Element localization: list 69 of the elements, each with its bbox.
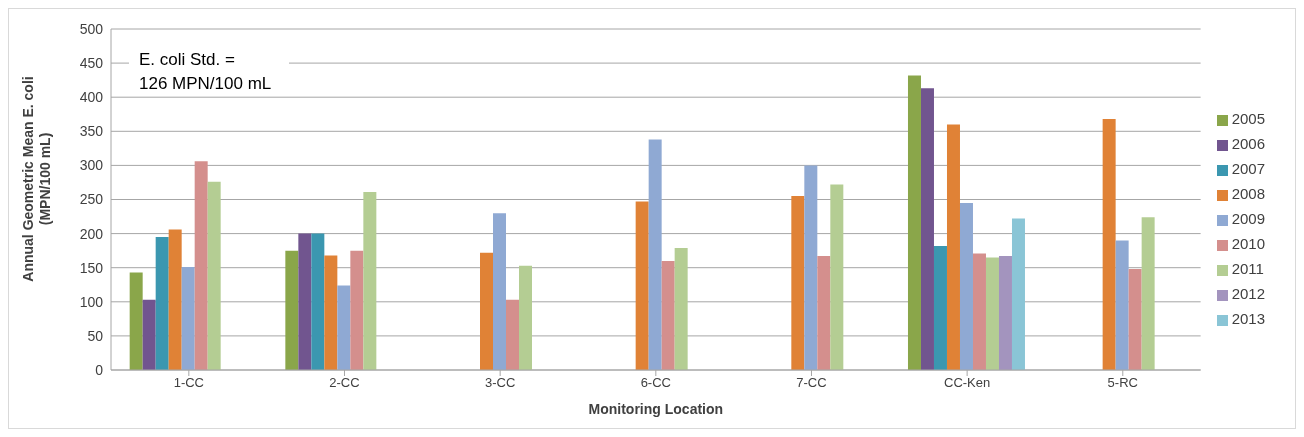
bar [933, 245, 947, 370]
x-tick-label: 5-RC [1107, 375, 1138, 391]
bar [194, 161, 208, 370]
legend-label: 2011 [1231, 260, 1264, 277]
legend-label: 2007 [1231, 160, 1265, 177]
annotation: E. coli Std. = 126 MPN/100 mL [139, 50, 272, 93]
bar [337, 285, 351, 370]
y-tick-label: 200 [79, 225, 104, 242]
bar [920, 88, 934, 370]
bar [804, 165, 818, 370]
bar [298, 233, 312, 370]
bar [1141, 217, 1155, 370]
bar [363, 192, 377, 370]
bar [155, 237, 169, 370]
x-tick-label: 7-CC [796, 375, 827, 391]
legend-label: 2012 [1231, 285, 1265, 302]
y-tick-label: 50 [87, 327, 104, 344]
bar [817, 256, 831, 370]
x-tick-label: 2-CC [329, 375, 360, 391]
x-axis-title: Monitoring Location [588, 401, 724, 417]
y-tick-label: 0 [95, 361, 104, 378]
y-tick-label: 250 [79, 191, 104, 208]
bar [480, 252, 493, 370]
bar [168, 229, 182, 370]
y-tick-label: 350 [79, 123, 104, 140]
bar [1102, 119, 1116, 370]
y-axis-title: Annual Geometric Mean E. coli (MPN/100 mL) [20, 76, 53, 282]
y-tick-label: 150 [79, 259, 104, 276]
bar [985, 257, 999, 370]
bar [998, 256, 1012, 370]
bar [1011, 218, 1025, 370]
bar [791, 196, 805, 370]
bar [946, 124, 960, 370]
bar [648, 139, 662, 370]
bar [129, 272, 143, 370]
legend-label: 2008 [1231, 185, 1265, 202]
bar [324, 255, 338, 370]
x-tick-label: 3-CC [484, 375, 516, 391]
legend-label: 2013 [1231, 310, 1265, 327]
bar [674, 247, 688, 370]
bar [1128, 269, 1142, 370]
x-tick-label: 1-CC [173, 375, 204, 391]
y-tick-label: 400 [79, 89, 104, 106]
bar [142, 299, 156, 370]
y-tick-label: 100 [79, 293, 104, 310]
legend-label: 2005 [1231, 110, 1265, 127]
bar [830, 184, 844, 370]
bar [285, 250, 299, 370]
bar [661, 260, 675, 370]
legend-label: 2010 [1231, 235, 1265, 252]
bar [959, 202, 973, 370]
bar [181, 267, 195, 370]
bar [907, 75, 921, 370]
bar [506, 299, 519, 370]
bar [207, 181, 221, 370]
x-tick-label: 6-CC [640, 375, 671, 391]
bar [493, 213, 506, 370]
x-tick-label: CC-Ken [944, 375, 991, 391]
y-tick-label: 300 [79, 157, 104, 174]
bar [350, 250, 364, 370]
legend-label: 2006 [1231, 135, 1265, 152]
y-tick-label: 500 [79, 20, 104, 37]
bar [635, 201, 649, 370]
bar [519, 265, 532, 370]
bar [972, 253, 986, 370]
bar [311, 233, 325, 370]
y-tick-label: 450 [79, 55, 104, 72]
bar [1115, 240, 1129, 370]
legend-label: 2009 [1231, 210, 1265, 227]
